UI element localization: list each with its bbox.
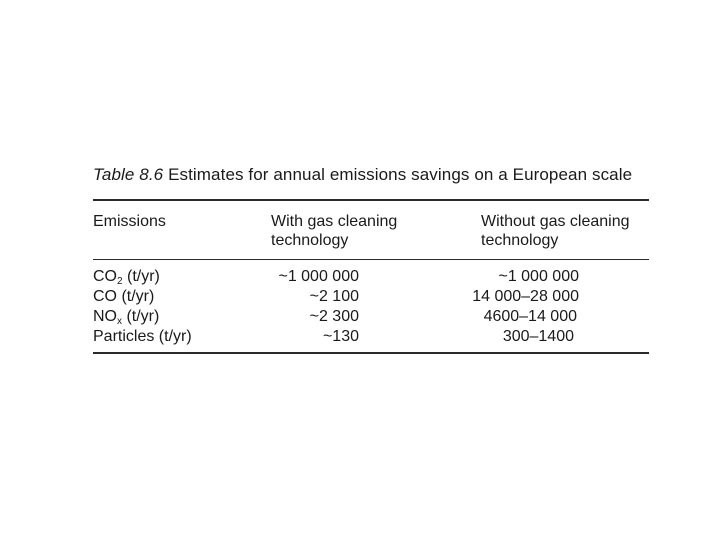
table-caption: Table 8.6 Estimates for annual emissions… <box>93 164 649 186</box>
bottom-rule <box>93 352 649 354</box>
header-with-gas-cleaning: With gas cleaning technology <box>271 212 397 250</box>
row-name: NO <box>93 308 117 325</box>
cell-with: ~130 <box>322 328 359 345</box>
header-rule <box>93 259 649 260</box>
row-name: Particles <box>93 328 155 345</box>
table-number: Table 8.6 <box>93 165 164 184</box>
top-rule <box>93 199 649 201</box>
row-subscript: x <box>117 316 122 327</box>
header-with-line2: technology <box>271 232 349 249</box>
cell-without: ~1 000 000 <box>498 268 579 285</box>
row-label: NOx (t/yr) <box>93 307 159 327</box>
row-subscript: 2 <box>117 276 123 287</box>
row-unit: (t/yr) <box>122 268 160 285</box>
table-header-row: Emissions With gas cleaning technology W… <box>93 201 649 259</box>
header-emissions: Emissions <box>93 213 166 230</box>
emissions-table: Table 8.6 Estimates for annual emissions… <box>93 164 649 354</box>
header-without-line2: technology <box>481 232 559 249</box>
table-row: CO2 (t/yr) ~1 000 000 ~1 000 000 <box>93 267 649 287</box>
row-label: Particles (t/yr) <box>93 327 192 347</box>
table-row: CO (t/yr) ~2 100 14 000–28 000 <box>93 287 649 307</box>
cell-with: ~2 300 <box>309 308 359 325</box>
cell-with: ~2 100 <box>309 288 359 305</box>
row-label: CO2 (t/yr) <box>93 267 160 287</box>
row-label: CO (t/yr) <box>93 287 154 307</box>
header-without-line1: Without gas cleaning <box>481 213 630 230</box>
cell-without: 4600–14 000 <box>483 308 577 325</box>
table-body: CO2 (t/yr) ~1 000 000 ~1 000 000 CO (t/y… <box>93 260 649 352</box>
header-without-gas-cleaning: Without gas cleaning technology <box>481 212 630 250</box>
row-unit: (t/yr) <box>154 328 192 345</box>
cell-without: 300–1400 <box>502 328 574 345</box>
header-with-line1: With gas cleaning <box>271 213 398 230</box>
table-row: NOx (t/yr) ~2 300 4600–14 000 <box>93 307 649 327</box>
cell-with: ~1 000 000 <box>278 268 359 285</box>
row-unit: (t/yr) <box>122 308 160 325</box>
row-name: CO <box>93 288 117 305</box>
cell-without: 14 000–28 000 <box>472 288 579 305</box>
row-name: CO <box>93 268 117 285</box>
table-row: Particles (t/yr) ~130 300–1400 <box>93 327 649 347</box>
table-title: Estimates for annual emissions savings o… <box>168 165 633 184</box>
row-unit: (t/yr) <box>117 288 155 305</box>
